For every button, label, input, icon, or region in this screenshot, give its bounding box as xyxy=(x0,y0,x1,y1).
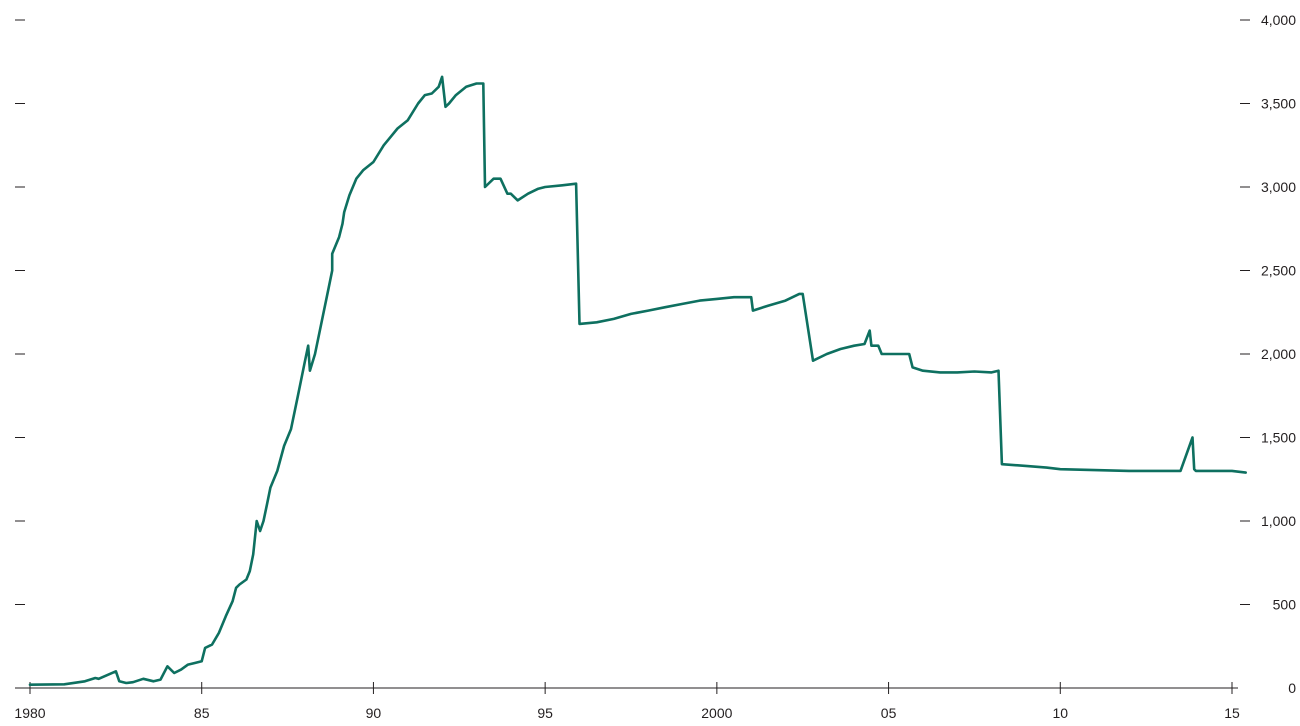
right-y-tick-label: 4,000 xyxy=(1261,12,1296,28)
x-tick-label: 05 xyxy=(881,705,897,721)
right-y-tick-label: 1,000 xyxy=(1261,513,1296,529)
right-y-tick-label: 2,500 xyxy=(1261,263,1296,279)
left-y-axis-ticks xyxy=(15,19,25,605)
x-tick-label: 95 xyxy=(537,705,553,721)
right-y-tick-label: 3,000 xyxy=(1261,179,1296,195)
right-y-tick-label: 500 xyxy=(1273,597,1297,613)
right-y-tick-label: 2,000 xyxy=(1261,346,1296,362)
series-line xyxy=(28,75,1247,686)
x-tick-label: 85 xyxy=(194,705,210,721)
right-y-tick-label: 3,500 xyxy=(1261,96,1296,112)
x-axis: 1980 85 90 95 2000 05 10 15 xyxy=(14,682,1240,721)
right-y-axis: 0 500 1,000 1,500 2,000 2,500 3,000 3,500 4,000 xyxy=(1240,12,1296,696)
right-y-tick-label: 1,500 xyxy=(1261,430,1296,446)
x-tick-label: 10 xyxy=(1052,705,1068,721)
right-y-tick-label: 0 xyxy=(1288,680,1296,696)
x-tick-label: 15 xyxy=(1224,705,1240,721)
x-tick-label: 2000 xyxy=(701,705,732,721)
x-tick-label: 90 xyxy=(366,705,382,721)
x-tick-label: 1980 xyxy=(14,705,45,721)
